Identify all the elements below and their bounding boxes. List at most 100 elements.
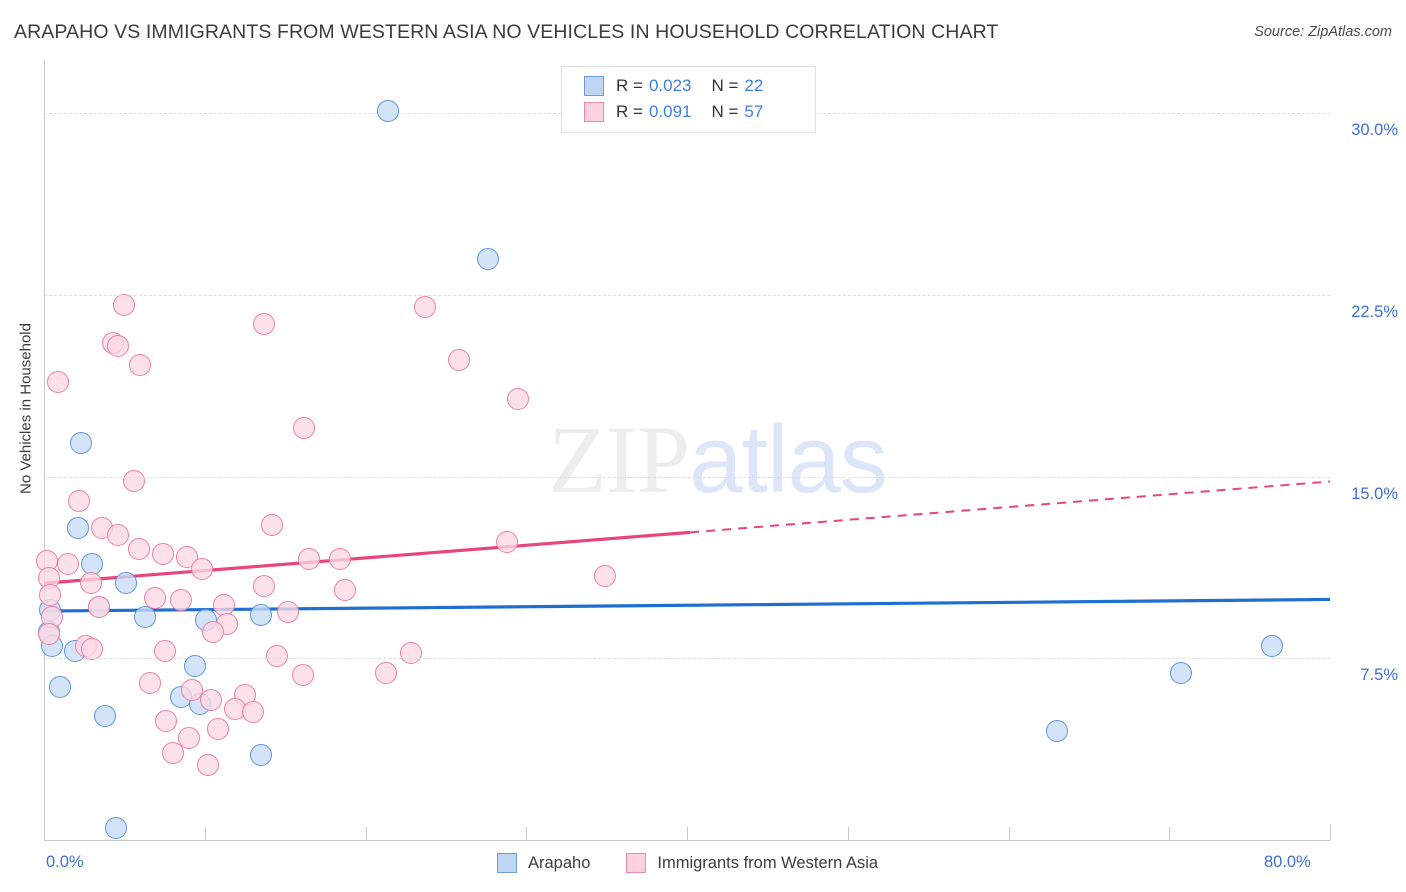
swatch-arapaho-icon — [584, 76, 604, 96]
data-point-immigrants[interactable] — [507, 388, 530, 411]
x-tick-label: 0.0% — [46, 853, 84, 871]
data-point-immigrants[interactable] — [87, 596, 110, 619]
data-point-arapaho[interactable] — [66, 516, 89, 539]
x-axis-tick — [687, 827, 688, 840]
data-point-arapaho[interactable] — [1169, 661, 1192, 684]
data-point-immigrants[interactable] — [196, 753, 219, 776]
trend-lines — [43, 480, 1331, 613]
trend-line-arapaho — [43, 597, 1331, 613]
data-point-immigrants[interactable] — [151, 543, 174, 566]
data-point-immigrants[interactable] — [293, 417, 316, 440]
data-point-immigrants[interactable] — [333, 579, 356, 602]
data-point-immigrants[interactable] — [68, 489, 91, 512]
data-point-immigrants[interactable] — [291, 664, 314, 687]
legend-item-immigrants[interactable]: Immigrants from Western Asia — [626, 853, 878, 873]
data-point-immigrants[interactable] — [180, 678, 203, 701]
r-value-immigrants: 0.091 — [648, 102, 692, 121]
chart-legend: Arapaho Immigrants from Western Asia — [497, 853, 914, 873]
data-point-arapaho[interactable] — [69, 431, 92, 454]
source-label: Source: ZipAtlas.com — [1254, 24, 1392, 40]
x-axis-tick — [847, 827, 849, 840]
y-tick-label: 7.5% — [1360, 666, 1398, 685]
trend-line-immigrants-extrapolated — [690, 480, 1331, 534]
data-point-immigrants[interactable] — [206, 717, 229, 740]
y-axis-title: No Vehicles in Household — [17, 323, 35, 494]
data-point-arapaho[interactable] — [250, 744, 272, 767]
data-point-immigrants[interactable] — [201, 620, 224, 643]
gridline-y — [44, 294, 1330, 296]
legend-label-arapaho: Arapaho — [528, 853, 591, 872]
data-point-immigrants[interactable] — [261, 514, 284, 537]
data-point-immigrants[interactable] — [253, 574, 276, 597]
stat-row-immigrants: R = 0.091 N = 57 — [584, 99, 763, 125]
data-point-immigrants[interactable] — [81, 637, 104, 660]
data-point-immigrants[interactable] — [447, 349, 470, 372]
x-axis-tick — [1330, 824, 1331, 840]
data-point-immigrants[interactable] — [155, 710, 178, 733]
x-axis-tick — [526, 827, 528, 840]
data-point-arapaho[interactable] — [184, 654, 207, 677]
x-axis-tick — [204, 827, 206, 840]
data-point-immigrants[interactable] — [495, 531, 518, 554]
data-point-immigrants[interactable] — [298, 548, 321, 570]
data-point-immigrants[interactable] — [169, 589, 192, 612]
data-point-immigrants[interactable] — [190, 557, 213, 580]
data-point-arapaho[interactable] — [476, 247, 499, 270]
data-point-immigrants[interactable] — [253, 313, 276, 336]
data-point-immigrants[interactable] — [153, 640, 176, 663]
data-point-immigrants[interactable] — [79, 572, 102, 595]
data-point-immigrants[interactable] — [200, 688, 223, 711]
n-value-immigrants: 57 — [744, 102, 764, 121]
legend-item-arapaho[interactable]: Arapaho — [497, 853, 590, 873]
data-point-immigrants[interactable] — [241, 700, 264, 723]
page-title: ARAPAHO VS IMMIGRANTS FROM WESTERN ASIA … — [14, 21, 999, 43]
trend-line-immigrants — [43, 530, 691, 585]
data-point-immigrants[interactable] — [123, 470, 146, 493]
data-point-immigrants[interactable] — [129, 354, 152, 377]
data-point-immigrants[interactable] — [143, 586, 166, 609]
data-point-immigrants[interactable] — [57, 552, 80, 575]
stat-row-arapaho: R = 0.023 N = 22 — [584, 73, 763, 99]
data-point-arapaho[interactable] — [94, 705, 117, 728]
data-point-immigrants[interactable] — [266, 644, 289, 667]
data-point-arapaho[interactable] — [1261, 635, 1284, 658]
data-point-arapaho[interactable] — [49, 676, 72, 699]
data-point-immigrants[interactable] — [594, 564, 617, 587]
gridline-y — [44, 476, 1330, 478]
x-axis-line — [44, 840, 1330, 841]
data-point-immigrants[interactable] — [39, 584, 62, 607]
r-label-immigrants: R = — [616, 102, 643, 121]
data-point-immigrants[interactable] — [413, 296, 436, 319]
data-point-immigrants[interactable] — [399, 642, 422, 665]
y-axis-line — [44, 60, 45, 840]
data-point-immigrants[interactable] — [277, 601, 300, 624]
data-point-immigrants[interactable] — [177, 727, 200, 750]
x-axis-tick — [365, 827, 367, 840]
x-tick-label: 80.0% — [1264, 853, 1311, 871]
data-point-arapaho[interactable] — [114, 572, 137, 595]
data-point-immigrants[interactable] — [328, 548, 351, 570]
x-axis-tick — [1169, 827, 1171, 840]
legend-label-immigrants: Immigrants from Western Asia — [657, 853, 879, 872]
data-point-arapaho[interactable] — [250, 603, 272, 626]
data-point-immigrants[interactable] — [47, 371, 70, 394]
data-point-immigrants[interactable] — [106, 523, 129, 546]
data-point-arapaho[interactable] — [377, 99, 399, 122]
data-point-arapaho[interactable] — [105, 816, 128, 839]
data-point-arapaho[interactable] — [1045, 719, 1068, 742]
data-point-immigrants[interactable] — [113, 293, 136, 316]
n-value-arapaho: 22 — [744, 76, 764, 95]
y-tick-label: 30.0% — [1351, 121, 1398, 140]
legend-swatch-immigrants-icon — [626, 853, 647, 873]
r-value-arapaho: 0.023 — [648, 76, 692, 95]
data-point-arapaho[interactable] — [134, 606, 157, 629]
n-label-immigrants: N = — [711, 102, 739, 121]
data-point-immigrants[interactable] — [106, 334, 129, 357]
data-point-immigrants[interactable] — [37, 623, 60, 646]
data-point-immigrants[interactable] — [375, 661, 398, 684]
legend-swatch-arapaho-icon — [497, 853, 517, 873]
data-point-immigrants[interactable] — [139, 671, 162, 694]
data-point-immigrants[interactable] — [161, 741, 184, 764]
data-point-immigrants[interactable] — [127, 538, 150, 561]
y-tick-label: 22.5% — [1351, 302, 1398, 321]
